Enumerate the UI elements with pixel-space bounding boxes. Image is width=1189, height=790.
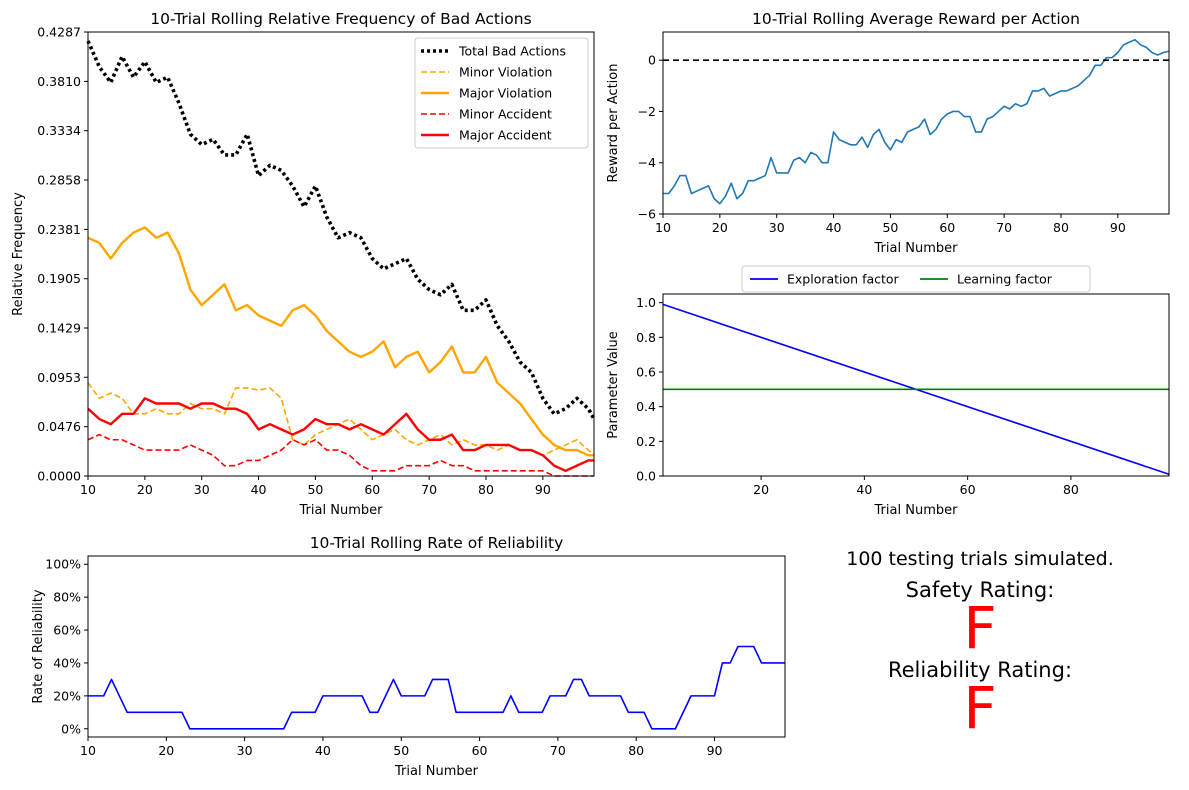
chart4-x-tick-label: 50	[393, 743, 409, 758]
chart3-x-tick-label: 60	[960, 482, 976, 497]
chart2-y-tick-label: −4	[638, 155, 656, 170]
chart1-y-tick-label: 0.3810	[37, 74, 81, 89]
chart2-x-tick-label: 60	[939, 220, 955, 235]
chart1-series-line-4	[87, 433, 594, 477]
chart3-y-tick-label: 0.4	[636, 399, 656, 414]
chart2-series-line-1	[663, 38, 1170, 205]
chart4-series-line-1	[88, 645, 785, 730]
chart3-x-axis-label: Trial Number	[874, 503, 959, 518]
chart4-x-tick-label: 60	[472, 743, 488, 758]
chart3-y-tick-label: 0.8	[636, 330, 656, 345]
reliability-rating-label: Reliability Rating:	[887, 658, 1073, 682]
chart1-x-tick-label: 20	[137, 482, 153, 497]
chart4-title: 10-Trial Rolling Rate of Reliability	[310, 534, 564, 552]
chart2-x-tick-label: 30	[769, 220, 785, 235]
chart4-y-tick-label: 60%	[53, 623, 81, 638]
chart1-y-axis-label: Relative Frequency	[11, 192, 26, 316]
chart1-x-axis-label: Trial Number	[299, 503, 384, 518]
chart4-x-tick-label: 40	[315, 743, 331, 758]
chart2-y-tick-label: 0	[648, 53, 656, 68]
chart3-y-tick-label: 0.0	[636, 469, 656, 484]
chart4-x-tick-label: 90	[707, 743, 723, 758]
chart1-x-tick-label: 10	[80, 482, 96, 497]
chart1-legend-entry: Minor Violation	[459, 65, 552, 80]
chart1-y-tick-label: 0.0000	[37, 469, 81, 484]
chart3-y-tick-label: 1.0	[636, 295, 656, 310]
chart2-x-axis-label: Trial Number	[874, 241, 959, 256]
chart1-y-tick-label: 0.0953	[37, 370, 81, 385]
chart4-y-tick-label: 80%	[53, 590, 81, 605]
chart1-legend-entry: Minor Accident	[459, 107, 552, 122]
chart1-plot-frame	[87, 31, 595, 477]
chart1-title: 10-Trial Rolling Relative Frequency of B…	[150, 10, 531, 28]
chart4-y-tick-label: 40%	[53, 655, 81, 670]
chart4-plot-frame	[87, 555, 786, 738]
chart3-y-tick-label: 0.2	[636, 434, 656, 449]
chart3-y-axis-label: Parameter Value	[606, 331, 621, 438]
chart2-y-tick-label: −6	[638, 207, 656, 222]
chart3-legend-entry: Exploration factor	[787, 272, 900, 287]
safety-rating-label: Safety Rating:	[905, 578, 1055, 602]
chart1-x-tick-label: 50	[307, 482, 323, 497]
chart2-x-tick-label: 40	[826, 220, 842, 235]
safety-grade: F	[963, 594, 997, 662]
chart4-y-axis-label: Rate of Reliability	[31, 589, 46, 703]
chart2-x-tick-label: 70	[996, 220, 1012, 235]
chart3-legend-box	[741, 265, 1091, 293]
chart1-x-tick-label: 30	[194, 482, 210, 497]
chart1-series-line-3	[87, 226, 594, 457]
chart1-y-tick-label: 0.2858	[37, 173, 81, 188]
chart1-legend-entry: Total Bad Actions	[458, 44, 566, 59]
chart1-x-tick-label: 60	[364, 482, 380, 497]
chart1-x-tick-label: 40	[251, 482, 267, 497]
chart2-x-tick-label: 20	[712, 220, 728, 235]
chart1-series-line-5	[87, 397, 594, 473]
chart1-x-tick-label: 70	[421, 482, 437, 497]
chart4-y-tick-label: 0%	[61, 721, 81, 736]
chart1-y-tick-label: 0.3334	[37, 123, 81, 138]
chart2-y-tick-label: −2	[638, 104, 656, 119]
chart1-series-line-1	[86, 40, 596, 420]
chart1-series-line-2	[87, 382, 595, 457]
chart3-y-tick-label: 0.6	[636, 365, 656, 380]
chart4-x-axis-label: Trial Number	[394, 764, 479, 779]
chart2-x-tick-label: 80	[1053, 220, 1069, 235]
chart2-y-axis-label: Reward per Action	[606, 64, 621, 183]
chart4-x-tick-label: 10	[80, 743, 96, 758]
chart4-y-tick-label: 100%	[45, 557, 81, 572]
chart1-legend-box	[414, 37, 589, 149]
chart1-y-tick-label: 0.1905	[37, 271, 81, 286]
chart3-legend-entry: Learning factor	[957, 272, 1053, 287]
chart1-x-tick-label: 80	[478, 482, 494, 497]
chart2-title: 10-Trial Rolling Average Reward per Acti…	[752, 10, 1080, 28]
chart2-plot-frame	[662, 31, 1170, 215]
chart1-legend-entry: Major Accident	[459, 128, 552, 143]
chart1-y-tick-label: 0.2381	[37, 222, 81, 237]
chart3-x-tick-label: 40	[856, 482, 872, 497]
chart1-x-tick-label: 90	[535, 482, 551, 497]
trials-simulated-text: 100 testing trials simulated.	[846, 548, 1114, 570]
chart1-y-tick-label: 0.0476	[37, 419, 81, 434]
chart4-x-tick-label: 80	[628, 743, 644, 758]
chart2-x-tick-label: 50	[882, 220, 898, 235]
chart3-x-tick-label: 20	[753, 482, 769, 497]
chart4-x-tick-label: 30	[237, 743, 253, 758]
chart1-legend-entry: Major Violation	[459, 86, 552, 101]
chart1-y-tick-label: 0.1429	[37, 321, 81, 336]
reliability-grade: F	[963, 674, 997, 742]
chart2-x-tick-label: 10	[655, 220, 671, 235]
chart4-x-tick-label: 20	[158, 743, 174, 758]
rating-summary: 100 testing trials simulated. Safety Rat…	[800, 548, 1160, 742]
chart4-x-tick-label: 70	[550, 743, 566, 758]
chart3-plot-frame	[662, 293, 1170, 477]
chart2-x-tick-label: 90	[1110, 220, 1126, 235]
chart1-y-tick-label: 0.4287	[37, 25, 81, 40]
chart4-y-tick-label: 20%	[53, 688, 81, 703]
chart3-x-tick-label: 80	[1063, 482, 1079, 497]
